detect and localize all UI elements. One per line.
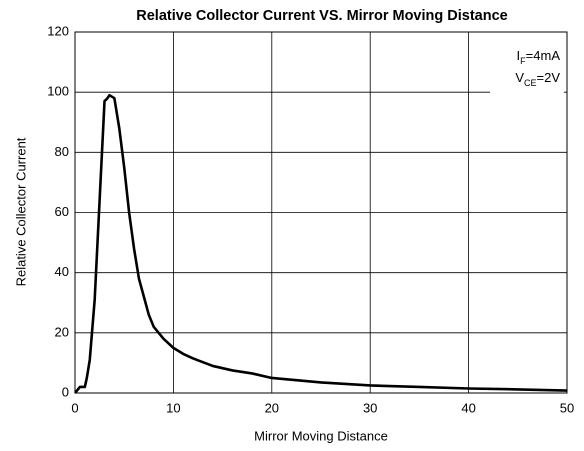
y-tick-label: 20 <box>55 324 69 339</box>
annotation-part: CE <box>524 78 537 88</box>
annotation-part: F <box>520 56 526 66</box>
plot-frame <box>74 31 568 394</box>
annotation-part: V <box>515 70 524 85</box>
x-tick-label: 30 <box>363 400 377 415</box>
data-line <box>73 93 568 394</box>
x-tick-label: 20 <box>265 400 279 415</box>
annotation: VCE=2V <box>515 70 560 88</box>
x-tick-label: 40 <box>461 400 475 415</box>
annotation-part: I <box>517 48 521 63</box>
y-tick-label: 100 <box>47 84 69 99</box>
annotation-part: =2V <box>537 70 561 85</box>
y-tick-label: 60 <box>55 204 69 219</box>
x-tick-label: 10 <box>166 400 180 415</box>
x-axis-label: Mirror Moving Distance <box>254 428 388 443</box>
annotation-part: =4mA <box>526 48 561 63</box>
annotation: IF=4mA <box>517 48 561 66</box>
y-tick-label: 120 <box>47 23 69 38</box>
y-tick-label: 0 <box>62 384 69 399</box>
y-tick-label: 40 <box>55 264 69 279</box>
y-tick-label: 80 <box>55 144 69 159</box>
annotation-box <box>490 40 564 94</box>
chart-title: Relative Collector Current VS. Mirror Mo… <box>136 8 507 24</box>
x-tick-label: 50 <box>560 400 574 415</box>
y-axis-label: Relative Collector Current <box>13 137 28 286</box>
x-tick-label: 0 <box>71 400 78 415</box>
